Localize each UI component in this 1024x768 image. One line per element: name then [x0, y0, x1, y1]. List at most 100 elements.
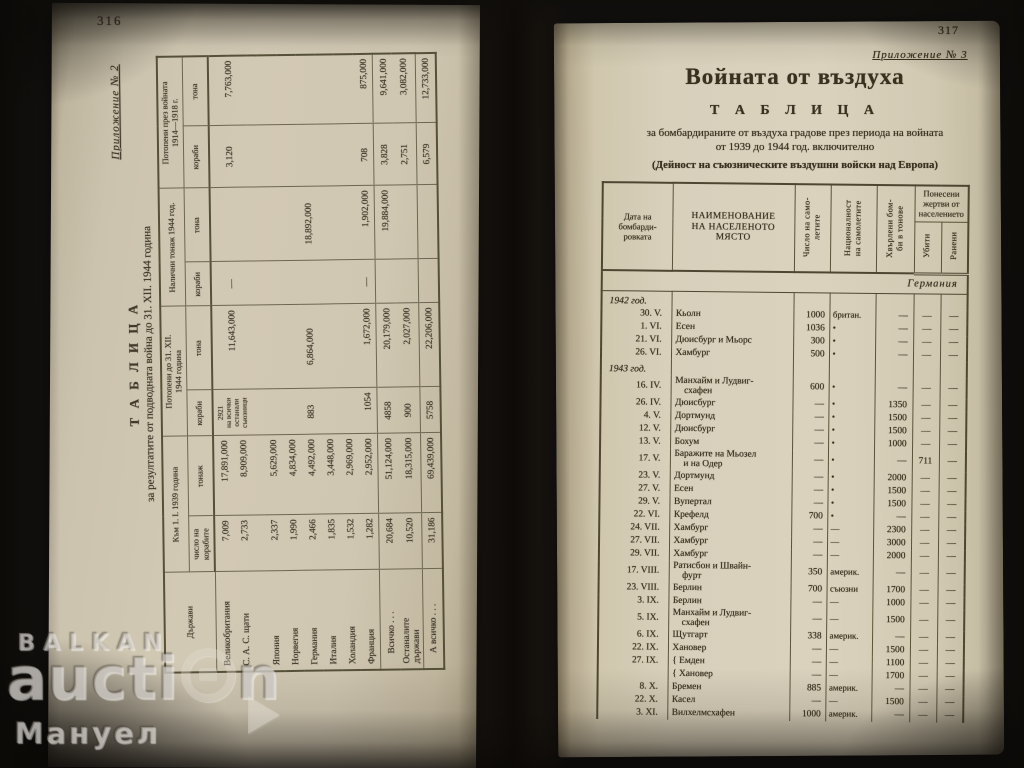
table-cell: —: [913, 335, 941, 350]
table-cell: —: [871, 708, 910, 723]
table-cell: Манхайм и Лудвиг-схафен: [670, 375, 793, 398]
table-cell: —: [939, 399, 967, 413]
table-cell: Националност на самолетите: [829, 184, 877, 273]
table-cell: Всичко . . .: [379, 569, 401, 670]
table-cell: 1500: [873, 484, 912, 498]
table-cell: —: [826, 549, 873, 563]
table-cell: —: [939, 349, 968, 363]
book-binding: [458, 0, 570, 768]
table-cell: [828, 360, 875, 378]
table-cell: [670, 359, 793, 377]
table-cell: —: [871, 682, 910, 697]
table-cell: 29. V.: [599, 494, 670, 509]
table-cell: —: [909, 683, 937, 697]
table-cell: Потопени през войната 1914—1918 г.: [156, 56, 185, 189]
table-cell: —: [872, 562, 911, 585]
bombed-cities-table: Дата на бомбарди-ровката НАИМЕНОВАНИЕ НА НА…: [596, 181, 970, 723]
table-cell: Хамбург: [668, 534, 792, 549]
table-cell: —: [910, 562, 938, 585]
table-cell: 2,337: [264, 515, 285, 572]
table-cell: Берлин: [668, 594, 791, 609]
table-cell: 17,891,000: [213, 435, 235, 517]
table-cell: 1,532: [340, 514, 361, 571]
table-cell: —: [909, 670, 937, 684]
table-cell: 6. IX.: [598, 627, 669, 642]
table-cell: —: [940, 310, 968, 324]
table-cell: •: [828, 437, 875, 451]
table-cell: 700: [790, 582, 827, 597]
table-cell: кораби: [183, 126, 210, 189]
left-page-number: 316: [97, 13, 123, 28]
table-cell: Убити: [913, 221, 942, 274]
table-cell: 338: [790, 629, 827, 644]
table-cell: 600: [792, 376, 829, 399]
table-cell: [259, 124, 355, 188]
table-cell: —: [791, 483, 828, 498]
table-cell: 29. VII.: [598, 546, 669, 561]
table-cell: Дюисбург и Мьорс: [671, 333, 794, 348]
table-cell: Държави: [163, 572, 217, 673]
table-cell: америк.: [825, 630, 873, 644]
table-cell: —: [875, 322, 914, 336]
table-cell: —: [939, 425, 967, 439]
table-cell: Кьолн: [671, 307, 794, 322]
table-cell: —: [938, 498, 966, 512]
table-cell: 900: [396, 387, 421, 434]
table-cell: —: [875, 335, 914, 349]
table-cell: —: [910, 549, 938, 564]
table-cell: [671, 290, 794, 309]
table-cell: 6,864,000: [261, 304, 358, 390]
table-cell: 1,835: [321, 514, 342, 571]
table-cell: —: [937, 550, 965, 564]
table-cell: 883: [262, 388, 359, 436]
table-cell: •: [828, 424, 875, 438]
table-cell: Есен: [669, 482, 792, 497]
table-cell: 2300: [873, 523, 912, 537]
table-cell: 711: [911, 450, 940, 473]
table-cell: —: [937, 584, 965, 598]
table-cell: С. А. С. щати: [235, 571, 256, 672]
table-cell: 31,186: [421, 512, 443, 570]
table-cell: —: [792, 423, 829, 438]
table-cell: 1500: [874, 424, 913, 438]
table-cell: 5. IX.: [598, 606, 669, 629]
table-cell: —: [909, 696, 937, 710]
table-cell: 26. VI.: [600, 345, 672, 360]
table-cell: —: [355, 259, 377, 305]
table-cell: америк.: [825, 682, 872, 696]
table-cell: —: [912, 437, 940, 452]
table-cell: 1942 год.: [601, 290, 672, 308]
table-cell: —: [826, 536, 874, 550]
table-cell: А всичко . . .: [421, 568, 444, 670]
table-cell: —: [826, 609, 873, 631]
table-cell: —: [910, 610, 938, 632]
table-cell: —: [792, 436, 829, 451]
table-cell: —: [912, 398, 940, 413]
table-cell: •: [827, 484, 874, 498]
table-cell: Франция: [360, 569, 382, 671]
table-cell: Крефелд: [669, 508, 792, 523]
table-cell: [417, 258, 439, 304]
table-cell: —: [789, 668, 826, 683]
table-cell: Ратисбон и Швайн-фурт: [668, 560, 791, 583]
table-cell: —: [937, 610, 965, 632]
table-cell: 1,672,000: [356, 303, 378, 389]
table-cell: —: [910, 584, 938, 598]
table-cell: —: [874, 377, 913, 399]
table-cell: —: [938, 524, 966, 538]
table-cell: —: [909, 709, 937, 723]
table-cell: Хамбург: [668, 547, 791, 562]
table-cell: [375, 259, 396, 304]
table-cell: Холандия: [341, 570, 362, 671]
table-cell: •: [828, 398, 875, 412]
table-cell: Дюисбург: [670, 422, 793, 437]
table-cell: [260, 260, 357, 306]
table-cell: Дортмунд: [670, 409, 793, 424]
table-cell: •: [829, 334, 876, 349]
table-cell: 2,466: [302, 514, 323, 571]
table-cell: 3,082,000: [392, 53, 416, 124]
table-cell: Ранени: [940, 221, 969, 274]
table-cell: 1500: [871, 695, 910, 710]
table-cell: Дата на бомбарди-ровката: [601, 182, 673, 271]
table-cell: —: [789, 642, 826, 657]
